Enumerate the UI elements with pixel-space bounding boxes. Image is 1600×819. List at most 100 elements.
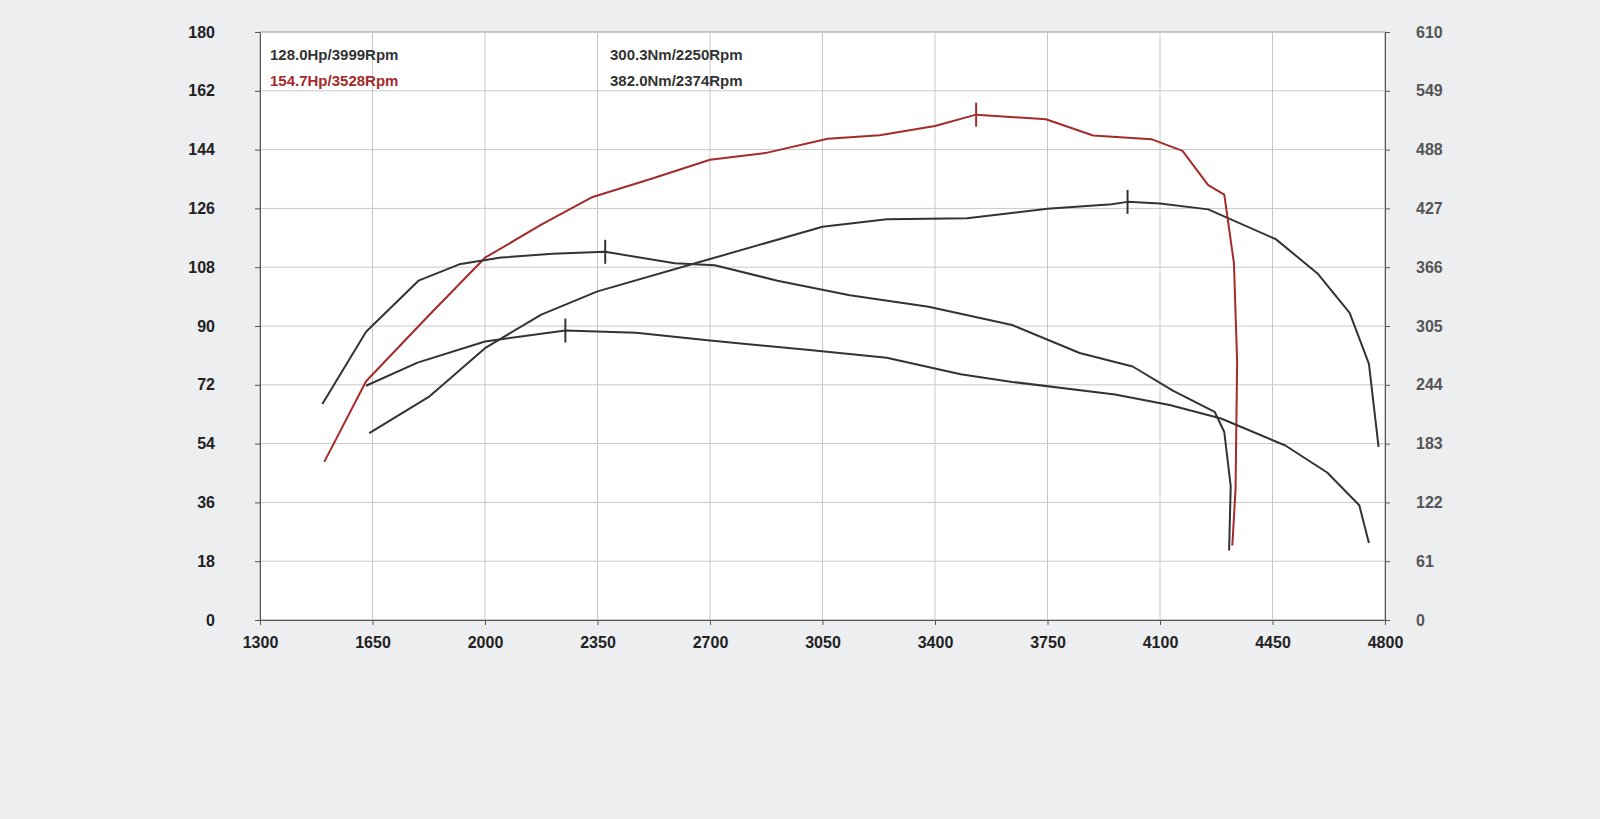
- tick-mark: [1385, 326, 1390, 327]
- tick-label: 3750: [1030, 634, 1066, 651]
- tick-label: 3400: [918, 634, 954, 651]
- tick: 122: [1385, 494, 1443, 511]
- tick: 144: [188, 141, 260, 158]
- legend-entry: 300.3Nm/2250Rpm: [610, 46, 743, 63]
- grid-line-y: [260, 326, 1385, 327]
- tick-label: 1300: [243, 634, 279, 651]
- peak-marker: [975, 103, 977, 127]
- axis-line: [260, 33, 261, 621]
- legend: 128.0Hp/3999Rpm154.7Hp/3528Rpm300.3Nm/22…: [270, 46, 743, 89]
- tick: 549: [1385, 82, 1443, 99]
- tick-mark: [260, 620, 261, 625]
- series-line: [322, 252, 1230, 551]
- tick-label: 4800: [1368, 634, 1404, 651]
- tick: 610: [1385, 24, 1443, 41]
- tick: 4450: [1255, 620, 1291, 651]
- tick-mark: [935, 620, 936, 625]
- y2-axis: 061122183244305366427488549610: [1385, 24, 1443, 629]
- tick-label: 126: [188, 200, 215, 217]
- tick-label: 2350: [580, 634, 616, 651]
- tick-mark: [255, 620, 260, 621]
- tick-mark: [1385, 91, 1390, 92]
- tick: 1650: [355, 620, 391, 651]
- peak-marker: [564, 319, 566, 343]
- tick-label: 4100: [1143, 634, 1179, 651]
- tick: 2700: [693, 620, 729, 651]
- tick-mark: [255, 502, 260, 503]
- tick: 3400: [918, 620, 954, 651]
- tick-label: 2700: [693, 634, 729, 651]
- tick: 180: [188, 24, 260, 41]
- plot-area: [260, 32, 1385, 620]
- series-line: [369, 202, 1378, 447]
- grid-line-y: [260, 384, 1385, 385]
- peak-marker: [1127, 190, 1129, 214]
- tick-label: 61: [1416, 553, 1434, 570]
- tick-mark: [255, 267, 260, 268]
- tick: 183: [1385, 435, 1443, 452]
- tick: 488: [1385, 141, 1443, 158]
- legend-entry: 154.7Hp/3528Rpm: [270, 72, 398, 89]
- tick-mark: [255, 150, 260, 151]
- tick: 72: [197, 376, 260, 393]
- x-axis: 1300165020002350270030503400375041004450…: [243, 620, 1404, 651]
- tick-mark: [1273, 620, 1274, 625]
- tick: 108: [188, 259, 260, 276]
- tick-label: 183: [1416, 435, 1443, 452]
- tick-label: 18: [197, 553, 215, 570]
- tick-mark: [255, 561, 260, 562]
- tick: 0: [1385, 612, 1425, 629]
- tick-mark: [598, 620, 599, 625]
- tick: 1300: [243, 620, 279, 651]
- grid-line-y: [260, 267, 1385, 268]
- grid-line-y: [260, 208, 1385, 209]
- tick-label: 162: [188, 82, 215, 99]
- grid-line-y: [260, 443, 1385, 444]
- tick-label: 144: [188, 141, 215, 158]
- tick-mark: [255, 91, 260, 92]
- tick-label: 366: [1416, 259, 1443, 276]
- tick-label: 90: [197, 318, 215, 335]
- tick-label: 427: [1416, 200, 1443, 217]
- legend-entry: 382.0Nm/2374Rpm: [610, 72, 743, 89]
- peak-marker: [604, 240, 606, 264]
- tick-label: 54: [197, 435, 215, 452]
- tick: 2000: [468, 620, 504, 651]
- tick-mark: [255, 208, 260, 209]
- tick-mark: [255, 385, 260, 386]
- grid: [260, 32, 1385, 620]
- tick-mark: [255, 326, 260, 327]
- tick-mark: [1385, 267, 1390, 268]
- tick: 305: [1385, 318, 1443, 335]
- tick-label: 1650: [355, 634, 391, 651]
- grid-line-y: [260, 90, 1385, 91]
- tick-mark: [1385, 208, 1390, 209]
- series-line: [324, 115, 1237, 546]
- tick-mark: [823, 620, 824, 625]
- tick-mark: [255, 444, 260, 445]
- tick-label: 72: [197, 376, 215, 393]
- tick-mark: [1160, 620, 1161, 625]
- y-axis: 01836547290108126144162180: [188, 24, 260, 629]
- tick-label: 0: [1416, 612, 1425, 629]
- tick: 126: [188, 200, 260, 217]
- chart: 1300165020002350270030503400375041004450…: [0, 0, 1600, 819]
- grid-line-y: [260, 32, 1385, 33]
- tick: 3750: [1030, 620, 1066, 651]
- tick-mark: [1385, 502, 1390, 503]
- series-group: [322, 103, 1378, 551]
- tick: 162: [188, 82, 260, 99]
- tick-mark: [1385, 385, 1390, 386]
- tick-label: 305: [1416, 318, 1443, 335]
- grid-line-y: [260, 561, 1385, 562]
- tick-mark: [373, 620, 374, 625]
- tick-mark: [1385, 444, 1390, 445]
- tick: 61: [1385, 553, 1434, 570]
- tick: 2350: [580, 620, 616, 651]
- tick-label: 108: [188, 259, 215, 276]
- series-line: [366, 331, 1369, 543]
- grid-line-y: [260, 149, 1385, 150]
- tick: 54: [197, 435, 260, 452]
- tick-label: 180: [188, 24, 215, 41]
- tick-label: 610: [1416, 24, 1443, 41]
